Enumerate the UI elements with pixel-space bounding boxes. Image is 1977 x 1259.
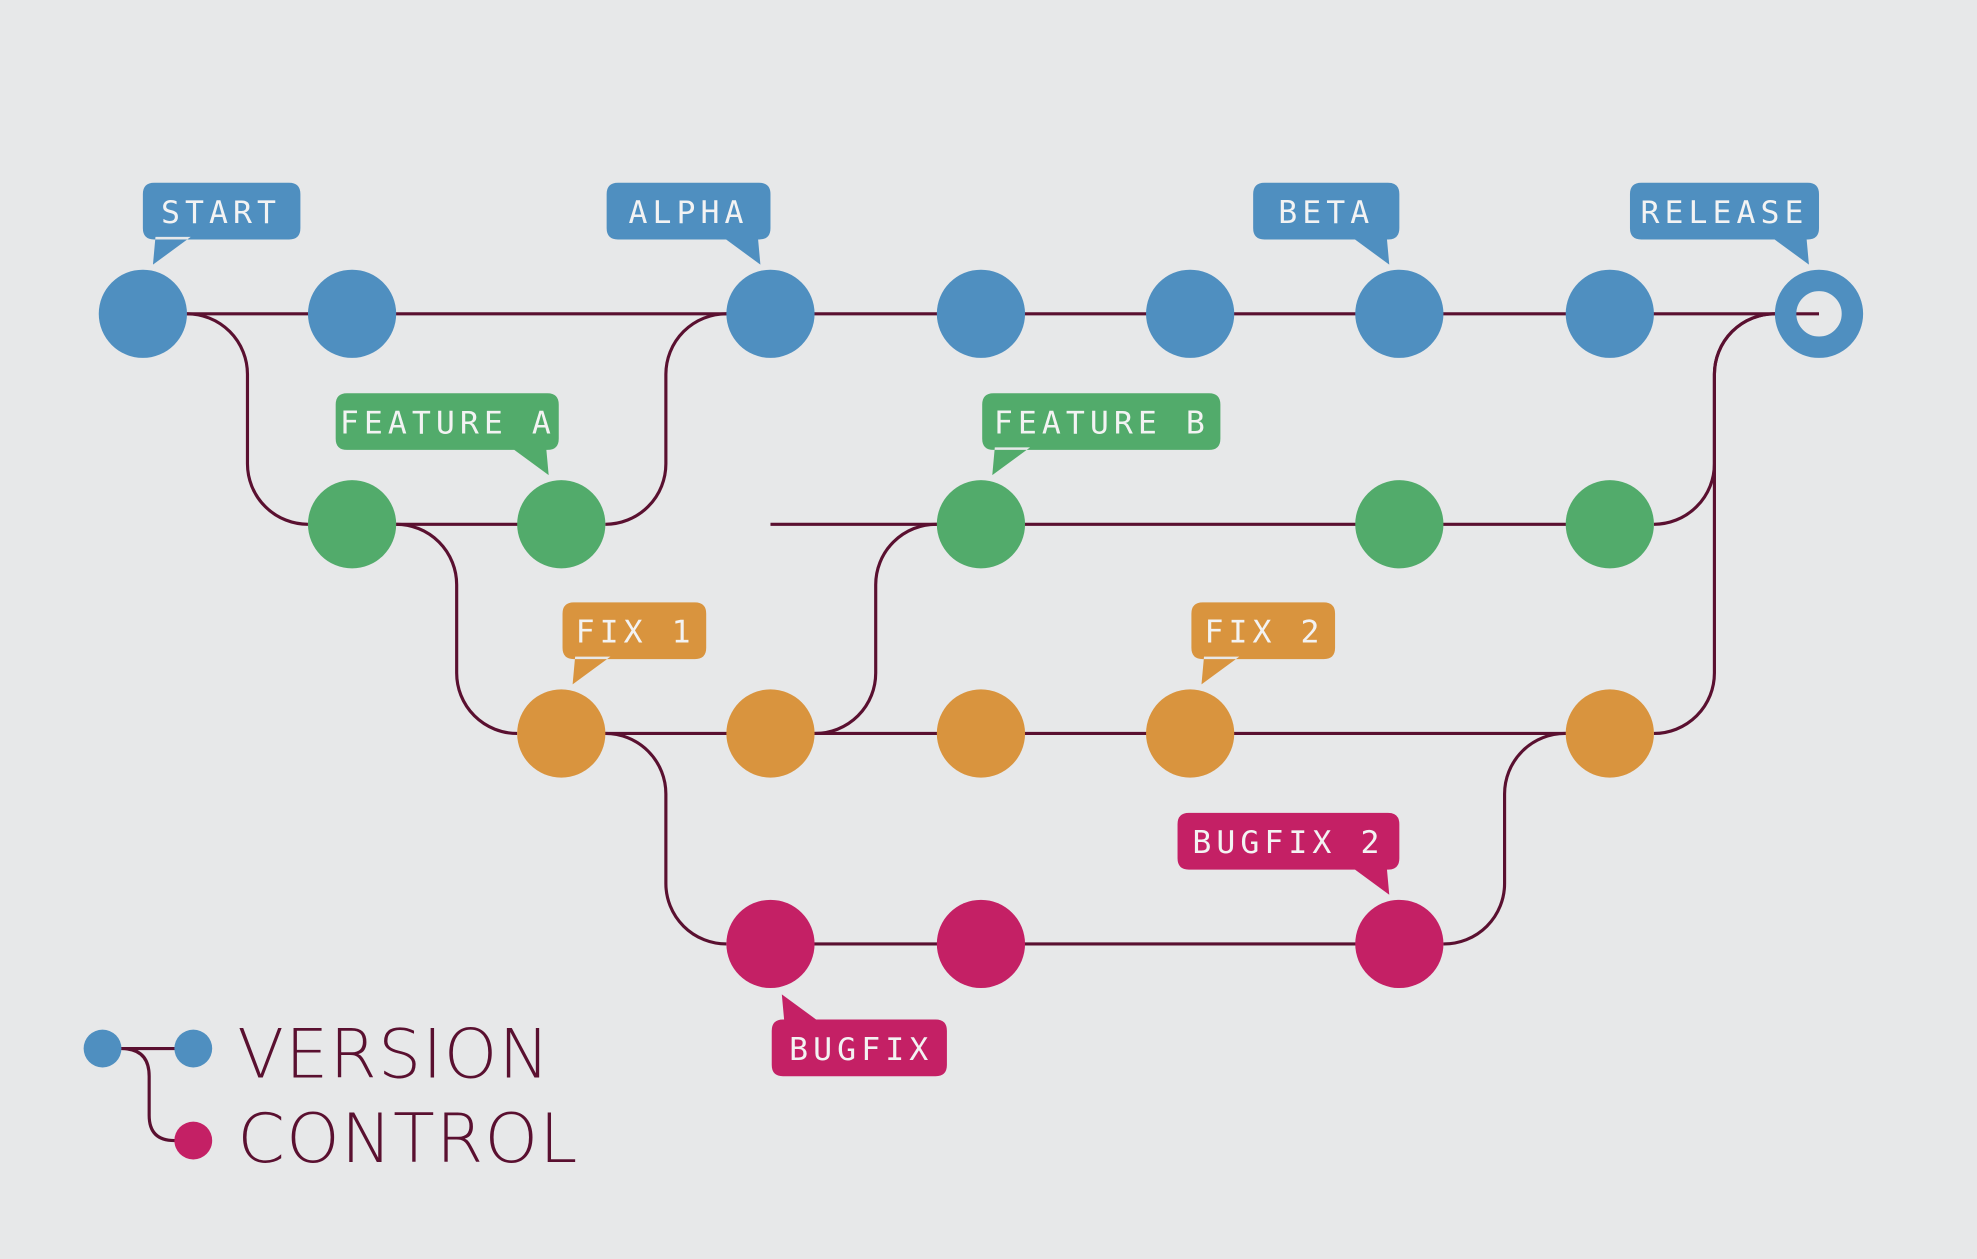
commit-node-bugfix[interactable] [936,899,1026,989]
label-bugfix-text: BUGFIX [789,1032,933,1068]
label-feature-a-text: FEATURE A [340,406,556,442]
label-bugfix-2-text: BUGFIX 2 [1192,825,1384,861]
commit-node-version[interactable] [98,269,187,358]
commit-node-fix[interactable] [1565,689,1654,778]
commit-node-fix[interactable] [1146,689,1235,778]
label-beta: BETA [1253,182,1400,265]
label-bubbles: START ALPHA BETA RELEASE FEATURE A FEATU… [142,182,1820,1077]
legend-title-line1: VERSION [237,1016,550,1095]
commit-node-fix[interactable] [726,689,815,778]
commit-node-bugfix[interactable] [1355,899,1444,989]
commit-node-fix[interactable] [517,689,606,778]
commit-node-feature[interactable] [1565,480,1654,569]
label-fix-2: FIX 2 [1191,602,1336,685]
commit-node-version[interactable] [726,269,815,358]
branch-curve [605,312,727,526]
commit-node-version[interactable] [1146,269,1235,358]
label-bubble-shape [1177,812,1400,895]
label-bubble-shape [606,182,771,265]
label-start-text: START [161,195,281,231]
label-feature-b: FEATURE B [982,393,1221,476]
label-bubble-shape [562,602,707,685]
legend-node-pink [174,1121,213,1160]
label-beta-text: BETA [1278,195,1374,231]
legend: VERSION CONTROL [83,1016,578,1179]
label-feature-a: FEATURE A [335,393,559,476]
commit-node-fix[interactable] [936,689,1026,778]
branch-curve [814,522,937,736]
commit-node-feature[interactable] [517,480,606,569]
label-feature-b-text: FEATURE B [994,406,1210,442]
commit-node-bugfix[interactable] [726,899,815,989]
branch-curve [1653,312,1775,736]
label-bugfix: BUGFIX [771,994,947,1077]
commit-node-version[interactable] [1565,269,1654,358]
branch-curve [396,522,518,736]
label-fix-2-text: FIX 2 [1204,615,1324,651]
legend-title-line2: CONTROL [237,1100,578,1179]
branch-curve [1443,731,1566,946]
branch-curve [186,312,308,526]
label-alpha: ALPHA [606,182,771,265]
legend-node-blue-2 [174,1029,213,1068]
commit-nodes [98,269,1864,989]
label-bubble-shape [771,994,947,1077]
branch-curve [605,731,727,946]
label-release-text: RELEASE [1640,195,1808,231]
commit-node-version[interactable] [936,269,1026,358]
label-release: RELEASE [1629,182,1820,265]
label-bubble-shape [1191,602,1336,685]
label-alpha-text: ALPHA [629,195,749,231]
commit-node-version[interactable] [307,269,397,358]
commit-node-version[interactable] [1355,269,1444,358]
commit-node-feature[interactable] [1355,480,1444,569]
label-start: START [142,182,301,265]
commit-node-feature[interactable] [307,480,397,569]
label-bubble-shape [335,393,559,476]
legend-node-blue-1 [83,1029,122,1068]
label-bubble-shape [982,393,1221,476]
commit-node-feature[interactable] [936,480,1026,569]
label-bubble-shape [1253,182,1400,265]
label-bubble-shape [1629,182,1820,265]
label-bubble-shape [142,182,301,265]
label-bugfix-2: BUGFIX 2 [1177,812,1400,895]
label-fix-1-text: FIX 1 [576,615,696,651]
release-ring-node[interactable] [1774,269,1864,358]
label-fix-1: FIX 1 [562,602,707,685]
legend-branch-line [102,1046,194,1143]
